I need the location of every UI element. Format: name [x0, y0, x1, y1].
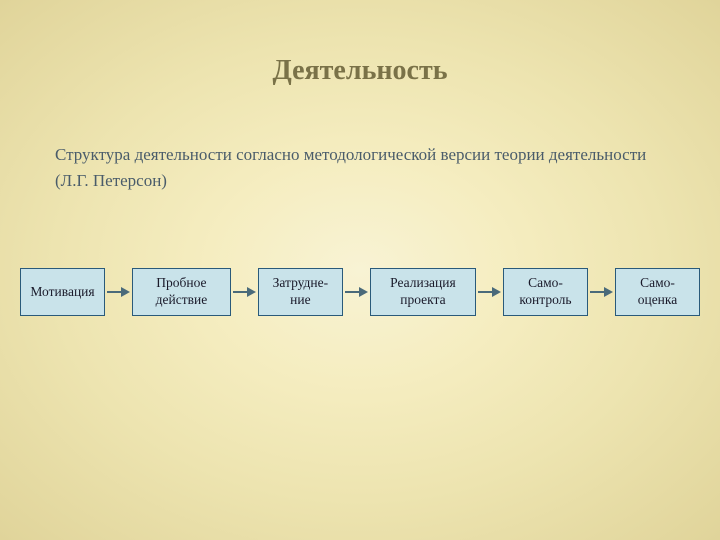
flow-node-self-control: Само-контроль [503, 268, 588, 316]
flow-node-motivation: Мотивация [20, 268, 105, 316]
flow-node-project-realization: Реализация проекта [370, 268, 476, 316]
page-title: Деятельность [0, 0, 720, 87]
arrow-icon [590, 287, 613, 297]
arrow-icon [233, 287, 256, 297]
subtitle-text: Структура деятельности согласно методоло… [0, 87, 720, 193]
flowchart: Мотивация Пробное действие Затрудне-ние … [0, 193, 720, 316]
flow-node-difficulty: Затрудне-ние [258, 268, 343, 316]
arrow-icon [107, 287, 130, 297]
flow-node-trial-action: Пробное действие [132, 268, 231, 316]
arrow-icon [345, 287, 368, 297]
arrow-icon [478, 287, 501, 297]
flow-node-self-assessment: Само-оценка [615, 268, 700, 316]
